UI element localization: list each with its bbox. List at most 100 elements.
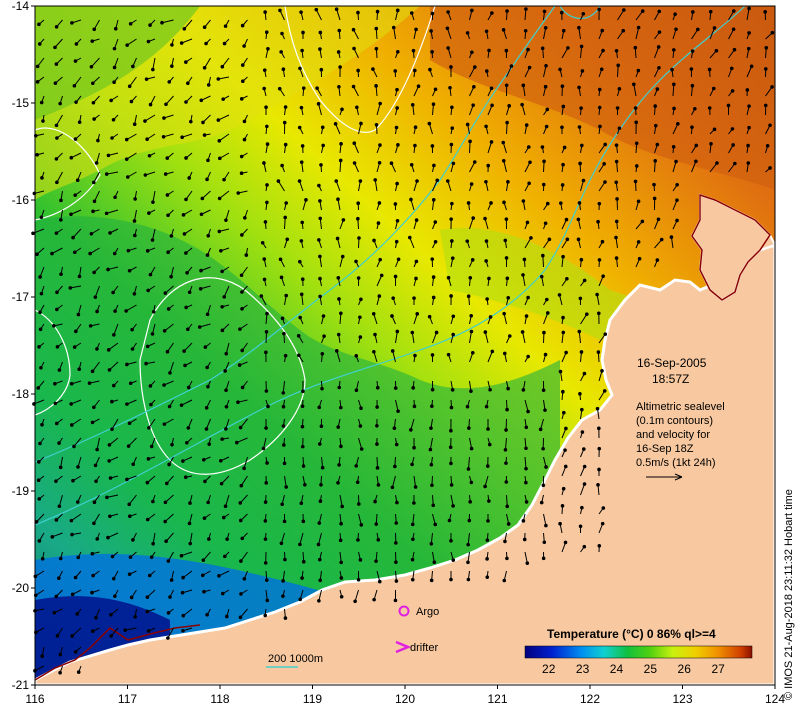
- time-label: 18:57Z: [652, 372, 689, 386]
- velocity-arrow-head: [506, 180, 510, 184]
- velocity-arrow-head: [410, 103, 415, 107]
- velocity-arrow-head: [358, 315, 362, 320]
- velocity-arrow-head: [69, 212, 73, 217]
- velocity-arrow-head: [301, 519, 306, 524]
- date-label: 16-Sep-2005: [637, 356, 707, 370]
- velocity-arrow-head: [222, 41, 227, 46]
- velocity-arrow-head: [87, 381, 92, 385]
- velocity-arrow-head: [224, 351, 229, 356]
- velocity-arrow-head: [92, 270, 96, 275]
- velocity-arrow-head: [320, 125, 325, 130]
- velocity-arrow-head: [240, 233, 244, 237]
- velocity-arrow: [70, 209, 82, 215]
- velocity-arrow-head: [486, 427, 490, 431]
- velocity-arrow-head: [544, 465, 548, 469]
- velocity-arrow: [218, 570, 230, 577]
- velocity-arrow-head: [337, 84, 341, 89]
- velocity-arrow-head: [320, 386, 324, 391]
- velocity-arrow-head: [207, 442, 212, 446]
- velocity-arrow: [524, 399, 529, 412]
- velocity-arrow-head: [465, 31, 470, 35]
- velocity-arrow-head: [672, 106, 676, 111]
- velocity-arrow-head: [281, 594, 285, 598]
- velocity-arrow: [672, 84, 675, 97]
- velocity-arrow-head: [265, 200, 269, 205]
- velocity-arrow-head: [522, 537, 527, 542]
- velocity-arrow-head: [745, 88, 750, 92]
- velocity-arrow-head: [151, 200, 155, 204]
- velocity-arrow-head: [151, 309, 156, 314]
- velocity-arrow-head: [321, 143, 325, 148]
- velocity-arrow-head: [505, 9, 509, 13]
- velocity-arrow-head: [526, 295, 530, 300]
- velocity-arrow-head: [597, 105, 602, 110]
- velocity-arrow: [524, 8, 527, 21]
- velocity-arrow-head: [220, 269, 224, 274]
- velocity-arrow-head: [93, 295, 98, 299]
- altimetry-text: Altimetric sealevel (0.1m contours) and …: [636, 401, 725, 469]
- velocity-arrow: [113, 323, 119, 336]
- velocity-arrow-head: [74, 42, 79, 46]
- velocity-arrow-head: [263, 519, 268, 523]
- velocity-arrow-head: [336, 50, 341, 54]
- velocity-arrow-head: [433, 87, 438, 92]
- velocity-arrow: [318, 103, 322, 116]
- velocity-arrow-head: [746, 143, 750, 148]
- colorbar-tick-label: 23: [576, 662, 590, 676]
- velocity-arrow-head: [597, 311, 601, 316]
- velocity-arrow-head: [235, 440, 239, 445]
- velocity-arrow-head: [92, 117, 96, 121]
- velocity-arrow: [144, 114, 156, 122]
- velocity-arrow-head: [55, 180, 59, 185]
- velocity-arrow-head: [181, 459, 185, 463]
- velocity-arrow-head: [338, 538, 343, 543]
- velocity-arrow-head: [74, 100, 78, 104]
- velocity-arrow-head: [132, 291, 137, 296]
- velocity-arrow-head: [358, 558, 363, 562]
- velocity-arrow-head: [448, 85, 452, 90]
- velocity-arrow-head: [450, 256, 455, 260]
- velocity-arrow-head: [431, 295, 436, 300]
- velocity-arrow-head: [489, 140, 494, 144]
- velocity-arrow-head: [300, 576, 304, 580]
- velocity-arrow-head: [282, 461, 287, 466]
- velocity-arrow-head: [393, 202, 398, 206]
- velocity-arrow-head: [339, 521, 343, 526]
- x-axis-ticks: 116 117 118 119 120 121 122 123 124: [25, 685, 785, 706]
- velocity-arrow-head: [657, 9, 662, 14]
- velocity-arrow-head: [55, 633, 60, 638]
- velocity-arrow-head: [55, 136, 59, 140]
- velocity-arrow-head: [218, 458, 223, 463]
- velocity-arrow-head: [264, 350, 268, 355]
- velocity-arrow-head: [88, 324, 93, 328]
- velocity-arrow-head: [240, 306, 244, 311]
- velocity-arrow: [524, 237, 532, 249]
- velocity-arrow-head: [185, 270, 189, 275]
- velocity-arrow-head: [484, 259, 488, 263]
- velocity-arrow-head: [395, 87, 399, 92]
- velocity-arrow: [225, 342, 230, 354]
- velocity-arrow-head: [653, 159, 658, 163]
- velocity-arrow-head: [54, 421, 59, 426]
- velocity-arrow-head: [469, 313, 473, 318]
- velocity-arrow-head: [281, 579, 285, 583]
- velocity-arrow-head: [95, 347, 99, 351]
- velocity-arrow-head: [58, 101, 62, 106]
- velocity-arrow-head: [731, 143, 735, 147]
- velocity-arrow-head: [580, 407, 584, 412]
- velocity-arrow: [126, 133, 137, 140]
- velocity-arrow-head: [598, 124, 602, 129]
- velocity-arrow-head: [92, 500, 97, 504]
- velocity-arrow-head: [450, 126, 455, 130]
- velocity-arrow-head: [351, 84, 356, 89]
- velocity-arrow-head: [93, 463, 98, 468]
- velocity-arrow-head: [244, 253, 249, 257]
- velocity-arrow-head: [655, 142, 660, 147]
- velocity-arrow-head: [558, 369, 563, 374]
- velocity-arrow-head: [484, 404, 489, 409]
- velocity-arrow-head: [486, 163, 491, 168]
- velocity-arrow-head: [224, 427, 228, 431]
- velocity-arrow-head: [90, 590, 94, 595]
- velocity-arrow-head: [561, 389, 565, 394]
- velocity-arrow-head: [318, 199, 322, 203]
